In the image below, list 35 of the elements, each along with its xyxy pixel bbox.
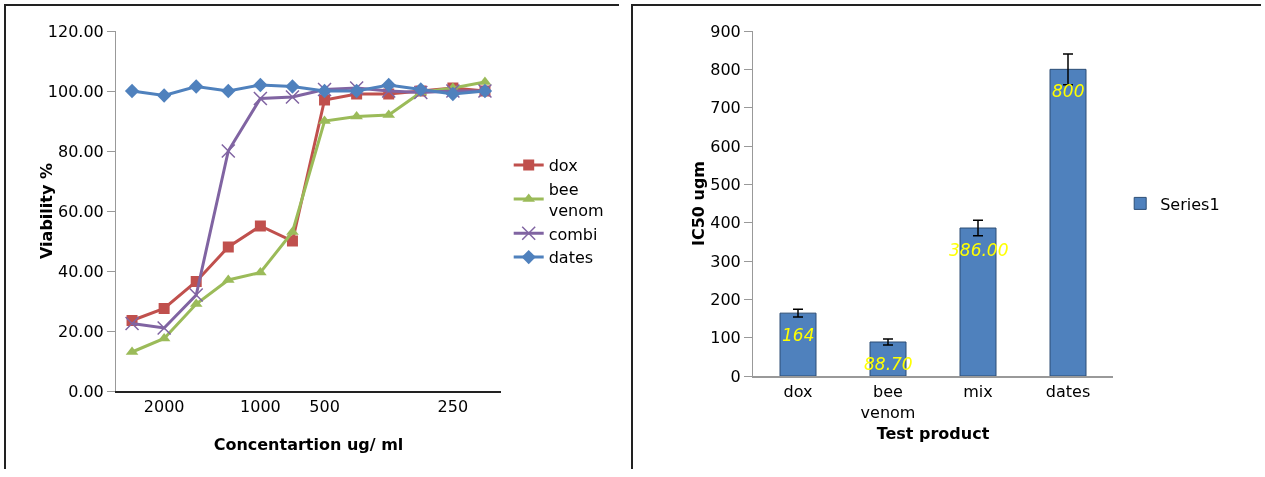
x-tick-label: 500	[309, 397, 340, 417]
y-tick-label: 100	[710, 328, 741, 348]
x-axis-title: Test product	[876, 423, 990, 443]
x-tick-label: mix	[963, 381, 993, 401]
y-tick-label: 0.00	[68, 381, 104, 401]
y-tick-label: 120.00	[47, 21, 104, 41]
x-tick-label: bee venom	[860, 381, 916, 422]
data-label: 800	[1052, 81, 1085, 101]
legend-label: combi	[548, 224, 598, 244]
x-tick-label: dox	[783, 381, 813, 401]
y-tick-label: 40.00	[57, 261, 104, 281]
y-tick-label: 900	[710, 21, 741, 41]
x-axis-title: Concentartion ug/ ml	[213, 435, 404, 454]
x-tick-label: 250	[437, 397, 469, 417]
y-tick-label: 600	[710, 136, 741, 156]
y-axis-title: Viability %	[36, 163, 56, 259]
y-tick-label: 300	[710, 251, 741, 271]
x-tick-label: 2000	[143, 397, 185, 417]
y-tick-label: 200	[710, 289, 741, 309]
y-tick-label: 80.00	[57, 141, 104, 161]
y-tick-label: 100.00	[47, 81, 104, 101]
x-tick-label: 1000	[240, 397, 281, 417]
legend-label: Series1	[1160, 194, 1220, 214]
y-tick-label: 20.00	[57, 321, 104, 341]
y-axis-title: IC50 ugm	[689, 160, 709, 247]
y-tick-label: 60.00	[57, 201, 104, 221]
legend-label: dox	[548, 156, 578, 176]
legend-label: dates	[548, 248, 594, 268]
x-tick-label: dates	[1045, 381, 1091, 401]
y-tick-label: 700	[710, 98, 741, 118]
data-label: 164	[782, 325, 815, 345]
y-tick-label: 800	[710, 59, 741, 79]
y-tick-label: 500	[710, 174, 741, 194]
y-tick-label: 0	[730, 366, 741, 386]
y-tick-label: 400	[710, 213, 741, 233]
